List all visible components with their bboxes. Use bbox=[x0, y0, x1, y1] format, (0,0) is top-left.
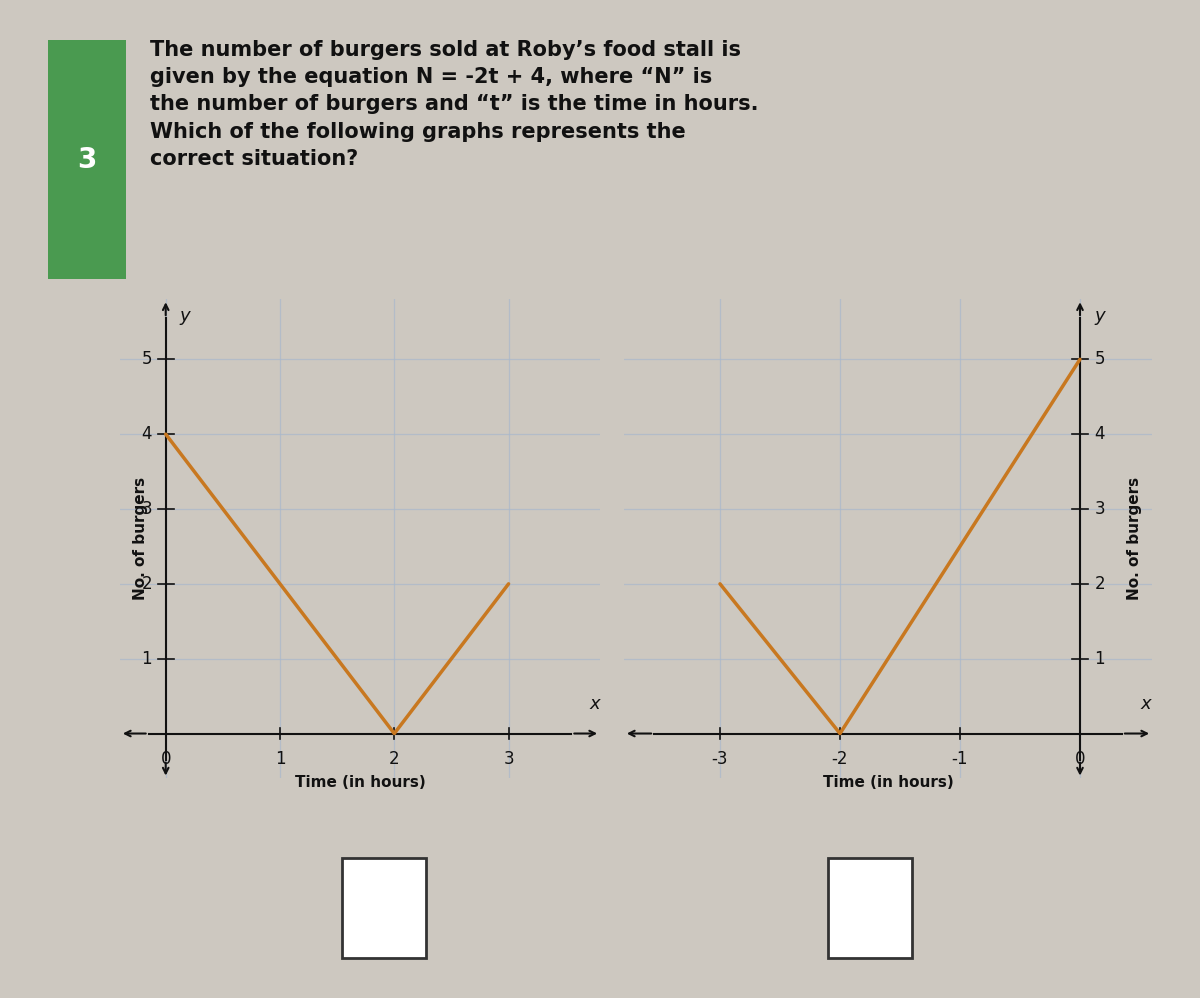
Text: 2: 2 bbox=[1094, 575, 1105, 593]
Text: 0: 0 bbox=[1075, 750, 1085, 768]
Text: 2: 2 bbox=[142, 575, 152, 593]
Text: 1: 1 bbox=[275, 750, 286, 768]
Text: Time (in hours): Time (in hours) bbox=[823, 774, 953, 789]
Text: 1: 1 bbox=[142, 650, 152, 668]
Text: -2: -2 bbox=[832, 750, 848, 768]
Bar bbox=[342, 858, 426, 958]
Bar bbox=[48, 40, 126, 279]
Text: 3: 3 bbox=[503, 750, 514, 768]
Text: y: y bbox=[1094, 307, 1105, 325]
Text: 4: 4 bbox=[1094, 425, 1105, 443]
Bar bbox=[828, 858, 912, 958]
Text: 2: 2 bbox=[389, 750, 400, 768]
Text: y: y bbox=[180, 307, 190, 325]
Text: 3: 3 bbox=[142, 500, 152, 518]
Text: x: x bbox=[589, 695, 600, 713]
Text: No. of burgers: No. of burgers bbox=[133, 477, 148, 601]
Text: The number of burgers sold at Roby’s food stall is
given by the equation N = -2t: The number of burgers sold at Roby’s foo… bbox=[150, 40, 758, 169]
Text: 1: 1 bbox=[1094, 650, 1105, 668]
Text: 0: 0 bbox=[161, 750, 170, 768]
Text: 5: 5 bbox=[1094, 350, 1105, 368]
Text: 3: 3 bbox=[1094, 500, 1105, 518]
Text: 3: 3 bbox=[77, 146, 97, 174]
Text: -1: -1 bbox=[952, 750, 968, 768]
Text: x: x bbox=[1141, 695, 1151, 713]
Text: 5: 5 bbox=[142, 350, 152, 368]
Text: Time (in hours): Time (in hours) bbox=[295, 774, 425, 789]
Text: 4: 4 bbox=[142, 425, 152, 443]
Text: No. of burgers: No. of burgers bbox=[1127, 477, 1141, 601]
Text: -3: -3 bbox=[712, 750, 728, 768]
